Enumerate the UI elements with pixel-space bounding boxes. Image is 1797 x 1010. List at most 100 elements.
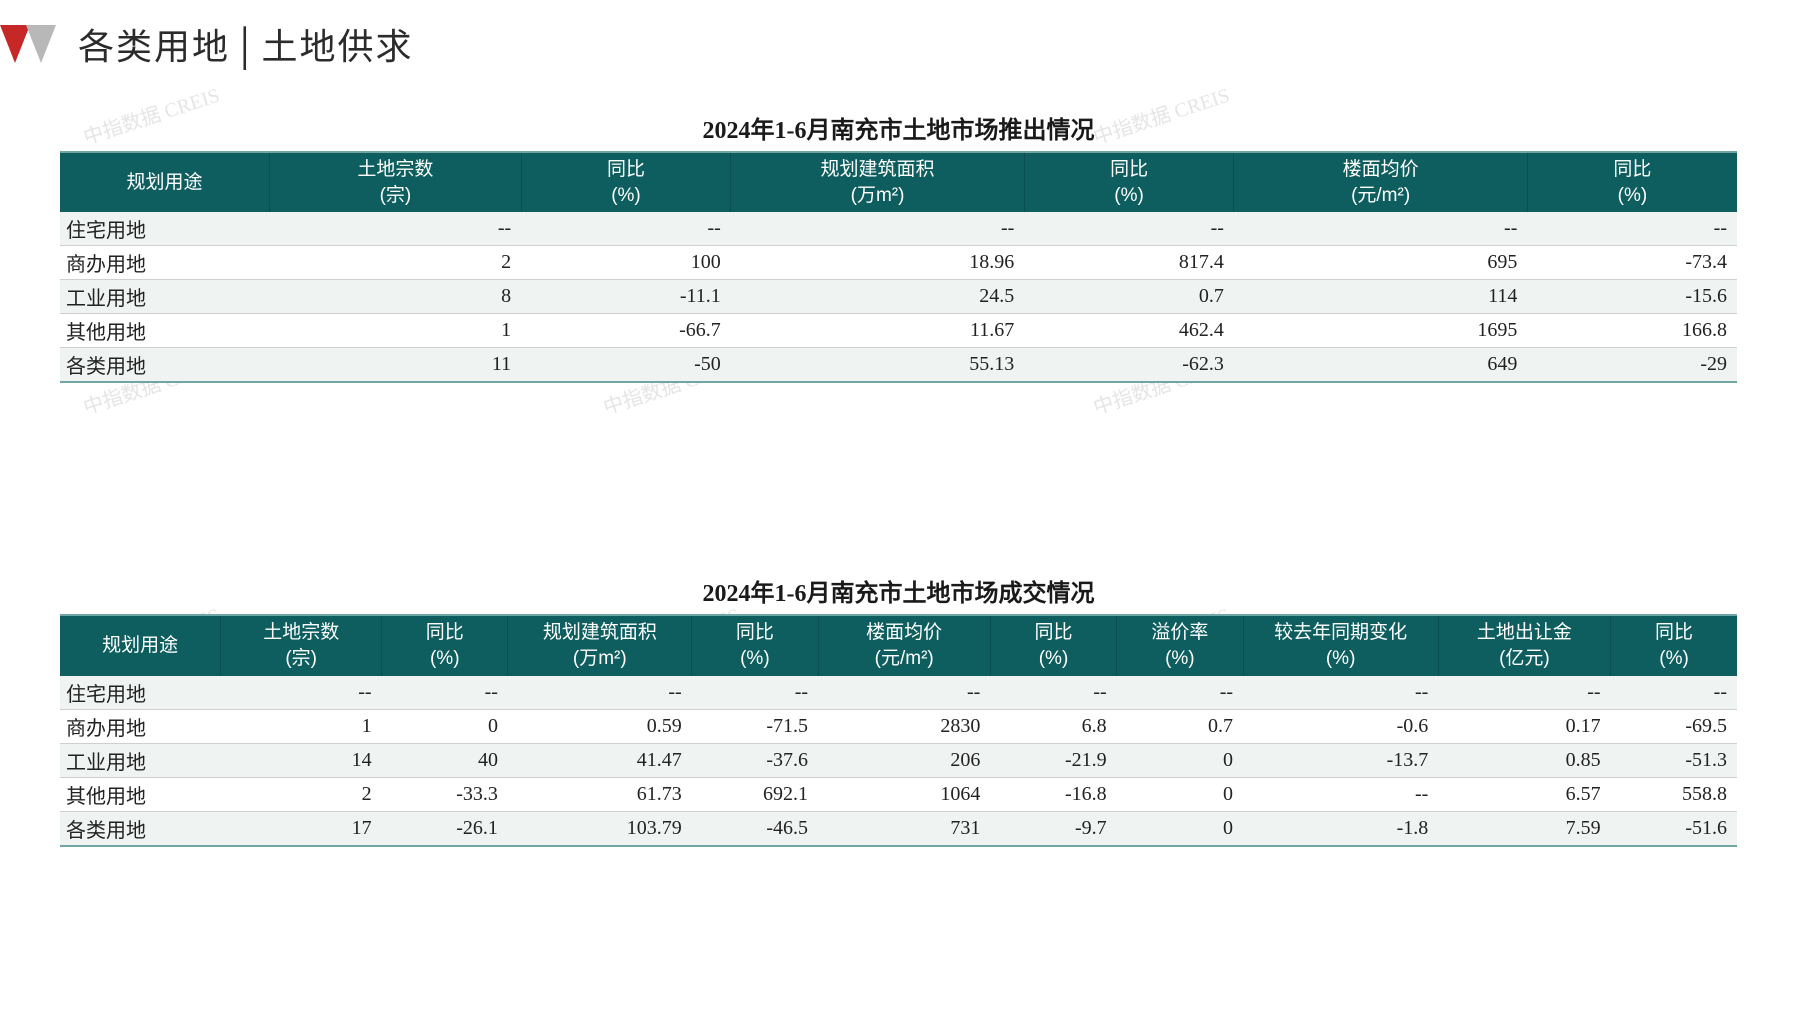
table1-cell: 8 <box>270 280 522 314</box>
table2-cell: -71.5 <box>692 709 818 743</box>
table2-cell: 1 <box>221 709 382 743</box>
table2-cell: 17 <box>221 811 382 846</box>
table1-cell: 166.8 <box>1527 314 1737 348</box>
title-separator: │ <box>232 27 260 67</box>
table2-header-row: 规划用途土地宗数(宗)同比(%)规划建筑面积(万m²)同比(%)楼面均价(元/m… <box>60 615 1737 675</box>
logo-icon <box>0 25 68 63</box>
table1-cell: -62.3 <box>1024 348 1234 383</box>
table2-cell: -21.9 <box>990 743 1116 777</box>
table1-col-4: 同比(%) <box>1024 152 1234 212</box>
table1-row-label: 工业用地 <box>60 280 270 314</box>
table2-col-0: 规划用途 <box>60 615 221 675</box>
table2-row: 商办用地100.59-71.528306.80.7-0.60.17-69.5 <box>60 709 1737 743</box>
table1-col-5: 楼面均价(元/m²) <box>1234 152 1527 212</box>
table2-cell: 7.59 <box>1438 811 1610 846</box>
table2-row-label: 商办用地 <box>60 709 221 743</box>
table2-cell: 14 <box>221 743 382 777</box>
table1-row: 各类用地11-5055.13-62.3649-29 <box>60 348 1737 383</box>
table2-cell: -- <box>818 676 990 710</box>
table2-cell: -46.5 <box>692 811 818 846</box>
table1-cell: 114 <box>1234 280 1527 314</box>
table1-cell: 1 <box>270 314 522 348</box>
table1-cell: -15.6 <box>1527 280 1737 314</box>
table1-cell: -- <box>1024 212 1234 246</box>
table1-cell: -- <box>270 212 522 246</box>
table2-col-4: 同比(%) <box>692 615 818 675</box>
table1-cell: -- <box>731 212 1024 246</box>
table2: 规划用途土地宗数(宗)同比(%)规划建筑面积(万m²)同比(%)楼面均价(元/m… <box>60 614 1737 846</box>
table2-row-label: 各类用地 <box>60 811 221 846</box>
table1-col-0: 规划用途 <box>60 152 270 212</box>
table2-cell: 6.57 <box>1438 777 1610 811</box>
table2-cell: 0 <box>1117 777 1243 811</box>
table2-cell: -9.7 <box>990 811 1116 846</box>
table1-cell: 55.13 <box>731 348 1024 383</box>
table2-cell: -51.6 <box>1611 811 1737 846</box>
table1-row-label: 各类用地 <box>60 348 270 383</box>
table1-cell: 695 <box>1234 246 1527 280</box>
table2-col-6: 同比(%) <box>990 615 1116 675</box>
table2-title: 2024年1-6月南充市土地市场成交情况 <box>60 573 1737 608</box>
table2-cell: -51.3 <box>1611 743 1737 777</box>
table2-col-3: 规划建筑面积(万m²) <box>508 615 692 675</box>
table1-cell: -- <box>521 212 731 246</box>
table2-row: 其他用地2-33.361.73692.11064-16.80--6.57558.… <box>60 777 1737 811</box>
table2-cell: -37.6 <box>692 743 818 777</box>
table1-cell: 24.5 <box>731 280 1024 314</box>
table1-cell: 817.4 <box>1024 246 1234 280</box>
table2-col-8: 较去年同期变化(%) <box>1243 615 1438 675</box>
table1-col-1: 土地宗数(宗) <box>270 152 522 212</box>
table1: 规划用途土地宗数(宗)同比(%)规划建筑面积(万m²)同比(%)楼面均价(元/m… <box>60 151 1737 383</box>
table2-cell: 0.59 <box>508 709 692 743</box>
table1-cell: 1695 <box>1234 314 1527 348</box>
title-right: 土地供求 <box>262 27 414 67</box>
table2-col-5: 楼面均价(元/m²) <box>818 615 990 675</box>
table1-cell: -- <box>1527 212 1737 246</box>
table2-cell: 61.73 <box>508 777 692 811</box>
table2-cell: 2 <box>221 777 382 811</box>
table1-cell: -- <box>1234 212 1527 246</box>
table2-cell: -- <box>221 676 382 710</box>
table1-cell: 649 <box>1234 348 1527 383</box>
table2-cell: -13.7 <box>1243 743 1438 777</box>
page-header: 各类用地│土地供求 <box>0 0 1797 70</box>
table1-cell: 2 <box>270 246 522 280</box>
table2-row: 住宅用地-------------------- <box>60 676 1737 710</box>
table1-title: 2024年1-6月南充市土地市场推出情况 <box>60 110 1737 145</box>
table1-cell: 11.67 <box>731 314 1024 348</box>
table2-cell: 1064 <box>818 777 990 811</box>
table2-cell: 731 <box>818 811 990 846</box>
table2-cell: -69.5 <box>1611 709 1737 743</box>
table1-cell: -50 <box>521 348 731 383</box>
table2-cell: 692.1 <box>692 777 818 811</box>
table2-cell: -1.8 <box>1243 811 1438 846</box>
table1-cell: 18.96 <box>731 246 1024 280</box>
table1-row: 住宅用地------------ <box>60 212 1737 246</box>
table2-cell: -- <box>1117 676 1243 710</box>
table2-col-7: 溢价率(%) <box>1117 615 1243 675</box>
table2-cell: -16.8 <box>990 777 1116 811</box>
table1-row-label: 住宅用地 <box>60 212 270 246</box>
table2-cell: -0.6 <box>1243 709 1438 743</box>
table2-cell: -- <box>990 676 1116 710</box>
table1-cell: -11.1 <box>521 280 731 314</box>
table2-row: 各类用地17-26.1103.79-46.5731-9.70-1.87.59-5… <box>60 811 1737 846</box>
table2-cell: 0 <box>382 709 508 743</box>
table2-row-label: 住宅用地 <box>60 676 221 710</box>
table1-row-label: 其他用地 <box>60 314 270 348</box>
table2-col-10: 同比(%) <box>1611 615 1737 675</box>
table2-cell: 558.8 <box>1611 777 1737 811</box>
table2-cell: -26.1 <box>382 811 508 846</box>
table2-cell: 0.7 <box>1117 709 1243 743</box>
table1-cell: 0.7 <box>1024 280 1234 314</box>
table1-col-3: 规划建筑面积(万m²) <box>731 152 1024 212</box>
table1-row: 工业用地8-11.124.50.7114-15.6 <box>60 280 1737 314</box>
table1-cell: -73.4 <box>1527 246 1737 280</box>
table2-cell: 0.17 <box>1438 709 1610 743</box>
table1-row: 商办用地210018.96817.4695-73.4 <box>60 246 1737 280</box>
table1-row: 其他用地1-66.711.67462.41695166.8 <box>60 314 1737 348</box>
page-title: 各类用地│土地供求 <box>78 18 414 70</box>
table2-cell: -- <box>508 676 692 710</box>
table1-cell: 11 <box>270 348 522 383</box>
table1-header-row: 规划用途土地宗数(宗)同比(%)规划建筑面积(万m²)同比(%)楼面均价(元/m… <box>60 152 1737 212</box>
